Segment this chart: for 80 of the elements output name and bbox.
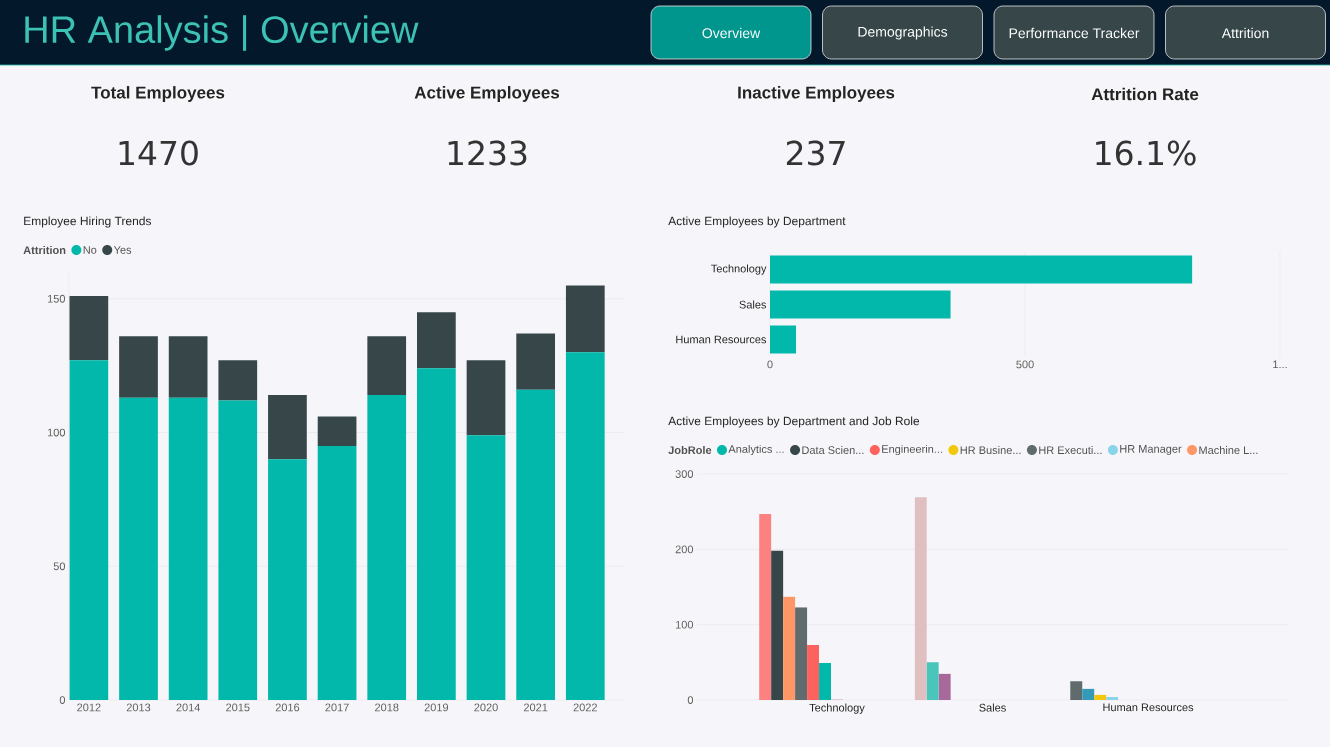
bar: [770, 325, 797, 354]
bar: [168, 336, 208, 398]
legend-title: JobRole: [668, 445, 712, 455]
chart-title: Employee Hiring Trends: [24, 216, 152, 228]
bar: [218, 360, 258, 401]
bar: [367, 395, 407, 701]
x-tick-label: 2018: [375, 703, 399, 712]
y-tick-label: Technology: [711, 264, 767, 275]
legend-label: Data Scien...: [802, 445, 864, 455]
bar: [69, 360, 109, 701]
x-tick-label: Sales: [979, 703, 1006, 712]
x-tick-label: 2014: [176, 703, 201, 712]
legend-label: HR Executi...: [1039, 445, 1102, 455]
y-tick-label: 50: [53, 562, 66, 571]
category-label: Inactive Employees: [738, 86, 895, 102]
x-tick-label: Technology: [809, 703, 865, 714]
x-tick-label: Human Resources: [1103, 703, 1194, 712]
legend-label: HR Manager: [1120, 445, 1182, 455]
text: HR Analysis | Overview: [25, 15, 419, 51]
bar: [565, 352, 605, 701]
text: 1233: [448, 140, 527, 166]
text: Attrition: [1221, 27, 1269, 39]
legend-label: HR Busine...: [960, 445, 1021, 455]
bar: [516, 333, 556, 390]
x-tick-label: 500: [1016, 360, 1034, 369]
bar: [317, 445, 357, 701]
y-tick-label: 100: [675, 620, 694, 629]
x-tick-label: 1...: [1273, 360, 1287, 369]
bar: [417, 312, 456, 369]
y-tick-label: 200: [675, 545, 694, 554]
bar: [268, 395, 307, 460]
x-tick-label: 2016: [275, 703, 300, 712]
y-tick-label: 150: [47, 294, 66, 303]
text: Overview: [702, 27, 761, 39]
legend-label: No: [83, 246, 97, 254]
category-label: Active Employees: [414, 86, 560, 102]
legend-label: Yes: [113, 246, 132, 254]
legend-label: Engineerin...: [882, 444, 942, 456]
x-tick-label: 2019: [424, 703, 449, 712]
category-label: Total Employees: [91, 86, 225, 102]
legend-label: Analytics ...: [728, 444, 784, 456]
legend-label: Machine L...: [1199, 445, 1258, 455]
chart-title: Active Employees by Department and Job Role: [668, 416, 920, 428]
x-tick-label: 0: [767, 360, 773, 369]
bar: [119, 336, 158, 398]
y-tick-label: Sales: [739, 300, 767, 309]
text: 237: [786, 140, 845, 166]
bar: [119, 397, 158, 701]
x-tick-label: 2020: [474, 703, 498, 712]
y-tick-label: 0: [687, 696, 694, 704]
y-tick-label: Human Resources: [676, 335, 767, 344]
bar: [770, 255, 1193, 284]
y-tick-label: 100: [47, 428, 66, 437]
chart-title: Active Employees by Department: [668, 216, 846, 228]
x-tick-label: 2021: [523, 703, 548, 712]
text: Demographics: [858, 26, 948, 40]
bar: [565, 285, 605, 353]
bar: [367, 336, 407, 396]
legend-title: Attrition: [23, 245, 66, 255]
x-tick-label: 2012: [77, 703, 101, 712]
x-tick-label: 2013: [126, 703, 151, 712]
y-tick-label: 0: [59, 696, 66, 704]
text: 16.1%: [1096, 140, 1196, 166]
bar: [516, 389, 556, 701]
x-tick-label: 2017: [325, 703, 349, 712]
y-tick-label: 300: [675, 470, 694, 478]
bar: [770, 290, 951, 319]
bar: [417, 368, 456, 701]
text: Performance Tracker: [1009, 27, 1140, 39]
bar: [466, 360, 506, 436]
bar: [168, 397, 208, 701]
x-tick-label: 2022: [573, 703, 597, 712]
bar: [69, 296, 109, 361]
bar: [317, 416, 357, 446]
bar: [268, 459, 307, 701]
bar: [466, 435, 506, 701]
category-label: Attrition Rate: [1091, 87, 1199, 101]
x-tick-label: 2015: [226, 703, 250, 712]
text: 1470: [119, 140, 198, 166]
bar: [218, 400, 258, 701]
